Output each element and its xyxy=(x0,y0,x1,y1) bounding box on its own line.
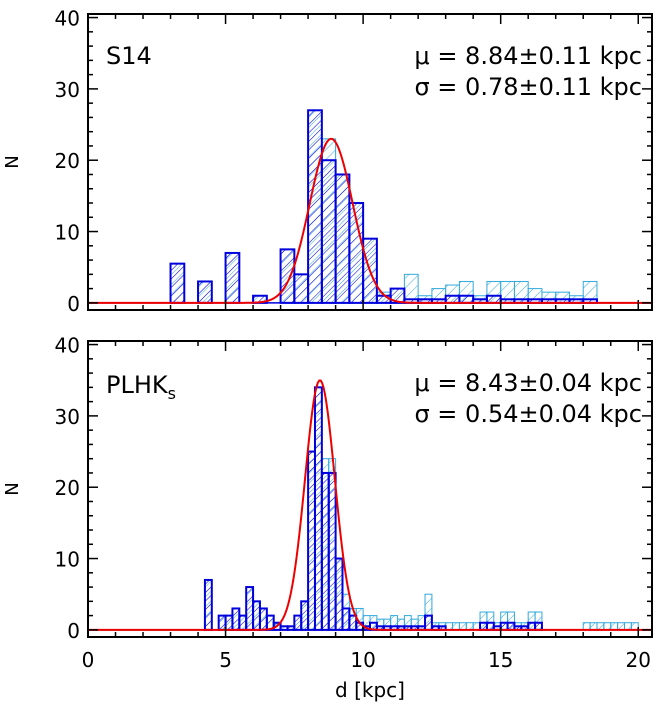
gaussian-fit-line xyxy=(88,137,652,304)
histogram-bar-subset xyxy=(231,607,241,631)
plot-frame-bottom xyxy=(87,340,653,638)
histogram-bar-subset xyxy=(534,621,543,631)
x-tick-label: 0 xyxy=(82,648,95,672)
histogram-bar-all xyxy=(445,622,454,631)
histogram-bar-subset xyxy=(224,251,241,304)
histogram-bar-subset xyxy=(327,471,337,631)
histogram-bar-all xyxy=(617,622,625,631)
x-tick-label: 10 xyxy=(350,648,375,672)
y-axis-title-bottom: N xyxy=(2,482,23,495)
panel-top: 0 10 20 30 40 N S14 μ = 8.84±0.11 kpc σ = 0.… xyxy=(2,7,653,316)
plot-area-top xyxy=(88,109,652,304)
histogram-bar-subset xyxy=(485,621,495,631)
histogram-bar-subset xyxy=(313,386,323,631)
histogram-bar-subset xyxy=(293,273,310,304)
y-tick-label: 10 xyxy=(55,221,80,245)
histogram-bar-subset xyxy=(286,625,296,631)
panel-label-main: PLHK xyxy=(106,371,169,399)
histogram-bar-subset xyxy=(389,287,406,304)
panel-bottom: 0 10 20 30 40 0 5 10 15 20 N PLHKs μ = 8.43±0.04 … xyxy=(2,334,653,702)
histogram-bar-subset xyxy=(300,600,310,631)
x-tick-label: 5 xyxy=(219,648,232,672)
histogram-bar-all xyxy=(452,622,460,631)
y-tick-label: 40 xyxy=(55,7,80,31)
axis-labels-top: 0 10 20 30 40 xyxy=(55,7,80,316)
histogram-bar-all xyxy=(596,622,605,631)
histogram-bar-subset xyxy=(444,294,461,304)
histogram-bar-subset xyxy=(424,614,433,631)
histogram-bar-subset xyxy=(320,159,337,304)
x-tick-label: 15 xyxy=(488,648,513,672)
stat-mu-top: μ = 8.84±0.11 kpc xyxy=(414,42,642,70)
histogram-bar-subset xyxy=(334,557,344,631)
histogram-bar-subset xyxy=(279,625,289,631)
y-tick-label: 40 xyxy=(55,334,80,358)
histogram-bar-subset xyxy=(279,248,296,304)
series-subset xyxy=(203,386,543,631)
y-axis-title-top: N xyxy=(2,155,23,168)
histogram-bar-subset xyxy=(245,586,255,631)
histogram-bar-subset xyxy=(258,607,268,631)
histogram-bar-subset xyxy=(217,614,227,631)
histogram-bar-subset xyxy=(341,607,351,631)
histogram-bar-subset xyxy=(169,262,186,304)
stat-mu-bottom: μ = 8.43±0.04 kpc xyxy=(414,369,642,397)
histogram-bar-subset xyxy=(238,614,248,631)
y-tick-label: 20 xyxy=(55,476,80,500)
histogram-bar-subset xyxy=(334,173,351,304)
y-tick-label: 10 xyxy=(55,548,80,572)
histogram-bar-subset xyxy=(307,109,323,304)
histogram-bar-all xyxy=(465,622,474,631)
histogram-bar-subset xyxy=(307,450,316,631)
x-tick-label: 20 xyxy=(626,648,651,672)
histogram-bar-subset xyxy=(224,614,234,631)
histogram-bar-subset xyxy=(197,280,213,304)
plot-frame-top xyxy=(87,13,653,311)
histogram-bar-subset xyxy=(348,614,358,631)
y-tick-label: 0 xyxy=(67,292,80,316)
axis-labels-bottom: 0 10 20 30 40 0 5 10 15 20 xyxy=(55,334,651,672)
stat-sigma-bottom: σ = 0.54±0.04 kpc xyxy=(414,400,642,428)
panel-label-top: S14 xyxy=(106,42,152,70)
gaussian-fit-line xyxy=(88,379,652,631)
histogram-bar-all xyxy=(582,622,591,631)
histogram-bar-subset xyxy=(293,614,303,631)
y-tick-label: 0 xyxy=(67,619,80,643)
histogram-bar-all xyxy=(603,622,612,631)
histogram-bar-all xyxy=(610,622,619,631)
histogram-bar-all xyxy=(472,622,481,631)
histogram-bar-subset xyxy=(203,578,213,631)
y-tick-label: 20 xyxy=(55,149,80,173)
histogram-bar-subset xyxy=(479,621,488,631)
y-tick-label: 30 xyxy=(55,405,80,429)
histogram-bar-subset xyxy=(506,621,516,631)
panel-label-sub: s xyxy=(168,384,176,403)
series-subset xyxy=(169,109,598,304)
histogram-bar-all xyxy=(630,622,639,631)
y-tick-label: 30 xyxy=(55,78,80,102)
x-axis-title: d [kpc] xyxy=(335,678,405,702)
histogram-bar-subset xyxy=(458,294,475,304)
panel-label-bottom: PLHKs xyxy=(106,371,176,403)
plot-area-bottom xyxy=(88,379,652,631)
histogram-bar-subset xyxy=(485,294,502,304)
histogram-bar-subset xyxy=(527,621,537,631)
stat-sigma-top: σ = 0.78±0.11 kpc xyxy=(414,73,642,101)
histogram-bar-subset xyxy=(499,621,509,631)
histogram-bar-all xyxy=(623,622,632,631)
histogram-bar-subset xyxy=(252,600,261,631)
histogram-bar-all xyxy=(458,622,467,631)
histogram-bar-all xyxy=(589,622,598,631)
histogram-bar-subset xyxy=(320,471,330,631)
